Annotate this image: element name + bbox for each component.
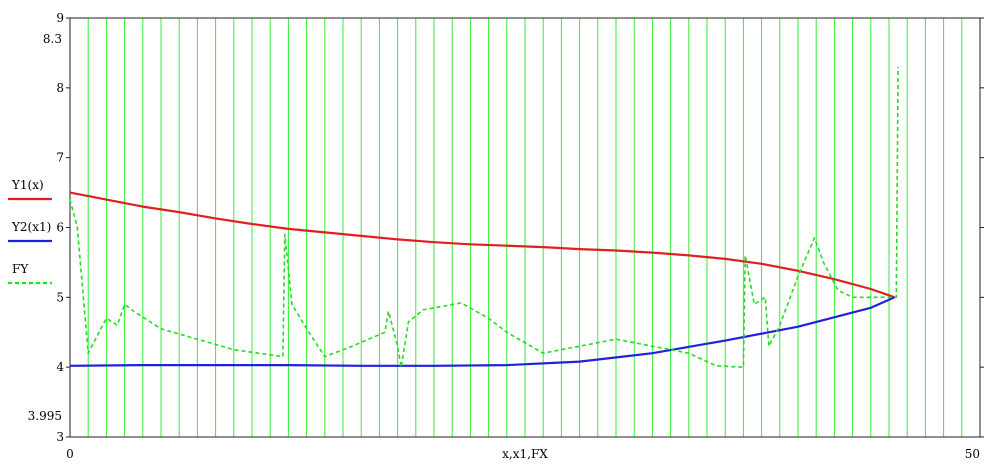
y-tick-label: 6 <box>56 221 64 235</box>
series-line <box>69 191 895 299</box>
y-marker-label: 8.3 <box>43 32 62 46</box>
x-axis-label: x,x1,FX <box>502 447 548 461</box>
legend: Y1(x) Y2(x1) FY <box>8 178 52 285</box>
series-line <box>69 66 899 369</box>
y-marker-label: 3.995 <box>28 409 62 423</box>
y-tick-label: 8 <box>56 81 64 95</box>
y-tick-label: 9 <box>56 11 64 25</box>
legend-label: FY <box>12 262 29 276</box>
x-tick-label: 0 <box>66 447 74 461</box>
y-tick-label: 7 <box>56 151 64 165</box>
legend-label: Y1(x) <box>11 178 44 192</box>
y-tick-label: 3 <box>56 430 64 444</box>
y-tick-label: 4 <box>56 360 64 374</box>
series-group <box>69 66 899 369</box>
y-tick-label: 5 <box>56 290 64 304</box>
vertical-grid <box>69 18 981 437</box>
series-line <box>69 296 895 367</box>
x-axis-ticks: 0 50 <box>66 447 980 461</box>
x-tick-label: 50 <box>965 447 980 461</box>
legend-label: Y2(x1) <box>11 220 51 234</box>
y-axis-ticks: 9 8 7 6 5 4 3 8.3 3.995 <box>28 11 984 444</box>
